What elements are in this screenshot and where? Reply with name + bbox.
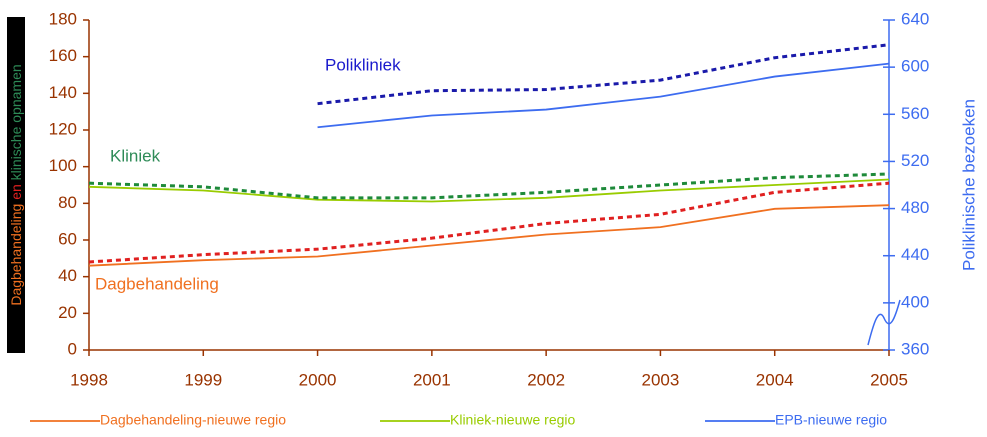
y-label-part: en [8, 184, 24, 200]
y2-tick-label: 640 [901, 9, 929, 28]
x-tick-label: 2005 [870, 370, 908, 389]
y2-tick-label: 480 [901, 198, 929, 217]
x-tick-label: 2000 [299, 370, 337, 389]
series-line [317, 43, 890, 106]
y-tick-label: 20 [58, 303, 77, 322]
y2-tick-label: 520 [901, 151, 929, 170]
x-tick-label: 1999 [184, 370, 222, 389]
axis-break [867, 299, 901, 346]
y2-axis-label: Poliklinische bezoeken [959, 99, 978, 271]
y-axis-label: Dagbehandeling en klinische opnamen [7, 17, 25, 353]
series-line [88, 178, 890, 203]
series-line [88, 181, 890, 264]
y-label-text: Dagbehandeling en klinische opnamen [8, 64, 24, 305]
y2-tick-label: 560 [901, 104, 929, 123]
legend-label: Dagbehandeling-nieuwe regio [100, 412, 286, 428]
y2-tick-label: 360 [901, 339, 929, 358]
y-label-part: klinische opnamen [8, 64, 24, 180]
y-tick-label: 60 [58, 229, 77, 248]
y-tick-label: 0 [68, 339, 77, 358]
y2-tick-label: 440 [901, 245, 929, 264]
label-bg [7, 17, 25, 353]
annotation: Kliniek [110, 146, 161, 165]
series-line [317, 62, 890, 129]
y-tick-label: 100 [49, 156, 77, 175]
y-tick-label: 160 [49, 46, 77, 65]
x-tick-label: 2002 [527, 370, 565, 389]
series-line [88, 204, 890, 267]
annotation: Polikliniek [325, 55, 401, 74]
legend-label: Kliniek-nieuwe regio [450, 412, 576, 428]
annotation: Dagbehandeling [95, 274, 219, 293]
y-label-part: Dagbehandeling [8, 204, 24, 306]
y-tick-label: 120 [49, 119, 77, 138]
x-tick-label: 2001 [413, 370, 451, 389]
x-tick-label: 2003 [642, 370, 680, 389]
series-line [88, 172, 890, 200]
y2-tick-label: 600 [901, 57, 929, 76]
x-tick-label: 1998 [70, 370, 108, 389]
y-tick-label: 180 [49, 9, 77, 28]
y-tick-label: 80 [58, 193, 77, 212]
y2-tick-label: 400 [901, 292, 929, 311]
x-tick-label: 2004 [756, 370, 794, 389]
y-tick-label: 140 [49, 83, 77, 102]
legend-label: EPB-nieuwe regio [775, 412, 887, 428]
y-tick-label: 40 [58, 266, 77, 285]
